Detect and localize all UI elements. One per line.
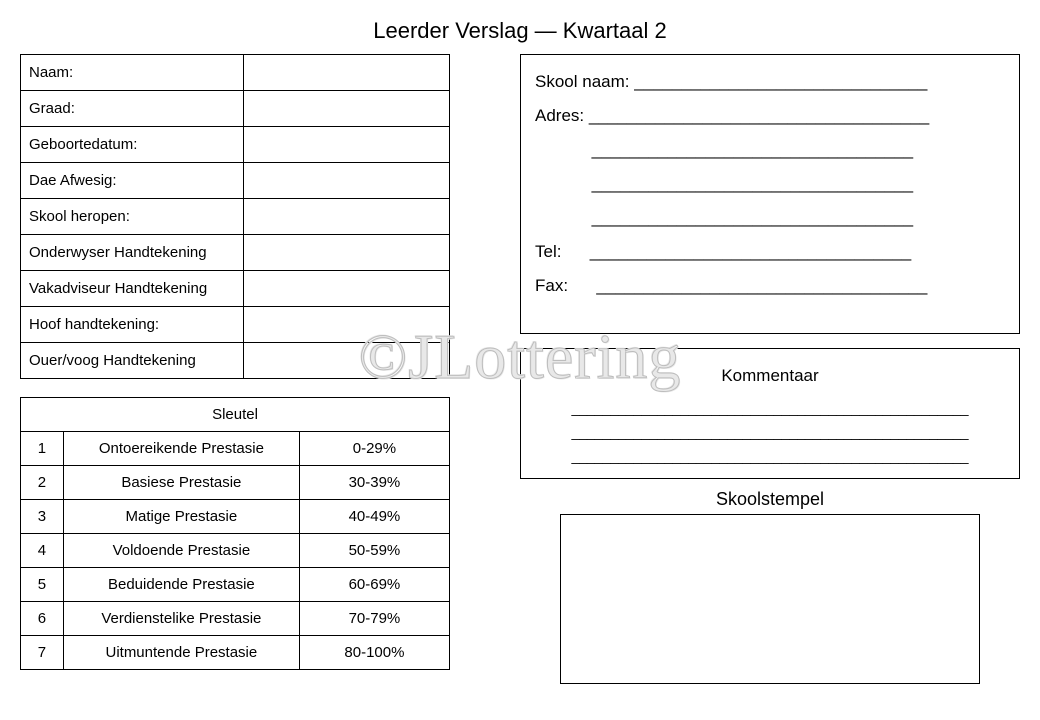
key-range: 40-49% <box>299 500 449 534</box>
key-num: 3 <box>21 500 64 534</box>
key-desc: Uitmuntende Prestasie <box>63 636 299 670</box>
info-row: Vakadviseur Handtekening <box>21 271 450 307</box>
school-line: __________________________________ <box>535 133 1005 167</box>
info-label: Geboortedatum: <box>21 127 244 163</box>
key-num: 1 <box>21 432 64 466</box>
key-table: Sleutel 1Ontoereikende Prestasie0-29%2Ba… <box>20 397 450 670</box>
comment-line: ________________________________________… <box>535 397 1005 421</box>
info-label: Onderwyser Handtekening <box>21 235 244 271</box>
key-row: 5Beduidende Prestasie60-69% <box>21 568 450 602</box>
info-row: Geboortedatum: <box>21 127 450 163</box>
school-line: __________________________________ <box>535 167 1005 201</box>
key-num: 5 <box>21 568 64 602</box>
key-desc: Matige Prestasie <box>63 500 299 534</box>
info-label: Dae Afwesig: <box>21 163 244 199</box>
key-num: 4 <box>21 534 64 568</box>
info-row: Hoof handtekening: <box>21 307 450 343</box>
key-desc: Verdienstelike Prestasie <box>63 602 299 636</box>
info-value <box>244 55 450 91</box>
key-num: 7 <box>21 636 64 670</box>
key-range: 70-79% <box>299 602 449 636</box>
info-value <box>244 343 450 379</box>
key-row: 2Basiese Prestasie30-39% <box>21 466 450 500</box>
key-row: 6Verdienstelike Prestasie70-79% <box>21 602 450 636</box>
info-row: Naam: <box>21 55 450 91</box>
key-row: 4Voldoende Prestasie50-59% <box>21 534 450 568</box>
school-line: Skool naam: ____________________________… <box>535 65 1005 99</box>
info-value <box>244 271 450 307</box>
key-row: 3Matige Prestasie40-49% <box>21 500 450 534</box>
info-value <box>244 163 450 199</box>
key-row: 7Uitmuntende Prestasie80-100% <box>21 636 450 670</box>
key-desc: Beduidende Prestasie <box>63 568 299 602</box>
school-info-box: Skool naam: ____________________________… <box>520 54 1020 334</box>
info-value <box>244 307 450 343</box>
info-value <box>244 127 450 163</box>
info-row: Graad: <box>21 91 450 127</box>
stamp-box <box>560 514 980 684</box>
key-range: 30-39% <box>299 466 449 500</box>
key-row: 1Ontoereikende Prestasie0-29% <box>21 432 450 466</box>
key-range: 50-59% <box>299 534 449 568</box>
key-header: Sleutel <box>21 398 450 432</box>
stamp-label: Skoolstempel <box>520 489 1020 510</box>
info-label: Naam: <box>21 55 244 91</box>
info-table: Naam:Graad:Geboortedatum:Dae Afwesig:Sko… <box>20 54 450 379</box>
info-value <box>244 235 450 271</box>
comment-box: Kommentaar _____________________________… <box>520 348 1020 479</box>
comment-header: Kommentaar <box>535 359 1005 393</box>
key-desc: Ontoereikende Prestasie <box>63 432 299 466</box>
info-value <box>244 91 450 127</box>
info-label: Skool heropen: <box>21 199 244 235</box>
comment-line: ________________________________________… <box>535 421 1005 445</box>
info-row: Onderwyser Handtekening <box>21 235 450 271</box>
info-row: Dae Afwesig: <box>21 163 450 199</box>
comment-line: ________________________________________… <box>535 445 1005 469</box>
info-label: Ouer/voog Handtekening <box>21 343 244 379</box>
info-label: Vakadviseur Handtekening <box>21 271 244 307</box>
key-range: 60-69% <box>299 568 449 602</box>
key-range: 80-100% <box>299 636 449 670</box>
key-num: 2 <box>21 466 64 500</box>
info-label: Hoof handtekening: <box>21 307 244 343</box>
school-line: Fax: ___________________________________ <box>535 269 1005 303</box>
info-row: Ouer/voog Handtekening <box>21 343 450 379</box>
key-num: 6 <box>21 602 64 636</box>
key-range: 0-29% <box>299 432 449 466</box>
page-title: Leerder Verslag — Kwartaal 2 <box>20 18 1020 44</box>
key-desc: Voldoende Prestasie <box>63 534 299 568</box>
info-label: Graad: <box>21 91 244 127</box>
info-value <box>244 199 450 235</box>
school-line: __________________________________ <box>535 201 1005 235</box>
info-row: Skool heropen: <box>21 199 450 235</box>
key-desc: Basiese Prestasie <box>63 466 299 500</box>
school-line: Tel: __________________________________ <box>535 235 1005 269</box>
school-line: Adres: _________________________________… <box>535 99 1005 133</box>
